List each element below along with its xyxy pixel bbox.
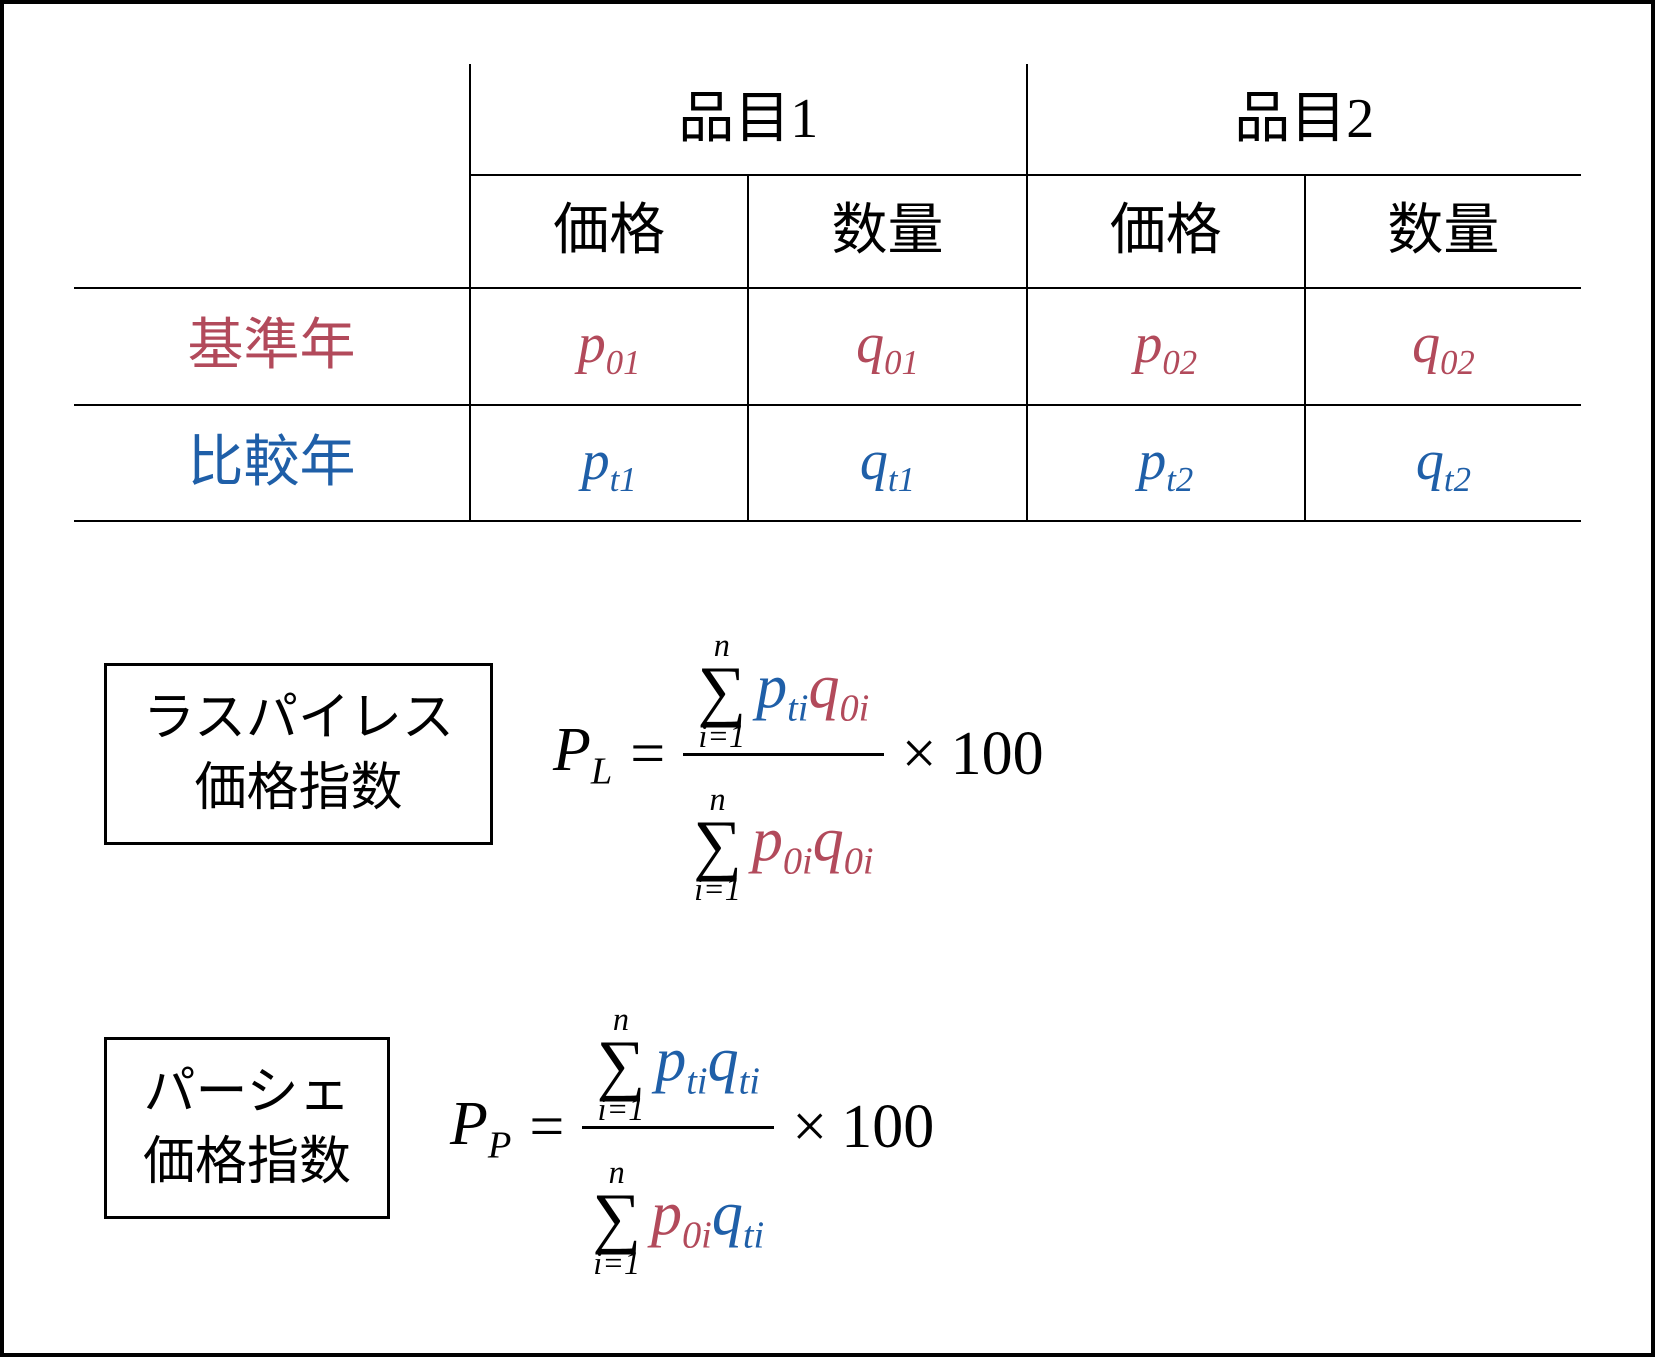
formula-label-line2: 価格指数	[143, 754, 454, 824]
table-row-compare-year: 比較年 pt1 qt1 pt2 qt2	[74, 405, 1581, 522]
formula-label-line1: ラスパイレス	[143, 684, 454, 754]
summation: n ∑ i=1 ptiqti	[597, 1005, 760, 1124]
formula-term: qti	[708, 1026, 760, 1094]
multiply-sign: ×	[792, 1092, 827, 1163]
cell-q02: q02	[1305, 288, 1581, 405]
formula-label-line2: 価格指数	[143, 1128, 351, 1198]
sigma-icon: n ∑ i=1	[592, 1158, 641, 1277]
formula-term: pti	[655, 1026, 707, 1094]
formula-expression: PL = n ∑ i=1 ptiq0i n ∑ i=1 p0iq0i × 100	[553, 602, 1044, 906]
formula-term: p0i	[752, 806, 813, 874]
formula-label-box: パーシェ 価格指数	[104, 1037, 390, 1219]
fraction-numerator: n ∑ i=1 ptiq0i	[687, 602, 879, 752]
formula-expression: PP = n ∑ i=1 ptiqti n ∑ i=1 p0iqti × 100	[450, 976, 934, 1280]
constant-100: 100	[951, 719, 1044, 790]
formula-lhs: PP	[450, 1089, 511, 1167]
cell-q01: q01	[748, 288, 1026, 405]
equals-sign: =	[529, 1092, 564, 1163]
fraction: n ∑ i=1 ptiqti n ∑ i=1 p0iqti	[582, 976, 774, 1280]
cell-qt2: qt2	[1305, 405, 1581, 522]
multiply-sign: ×	[902, 719, 937, 790]
cell-p01: p01	[470, 288, 748, 405]
cell-pt2: pt2	[1027, 405, 1305, 522]
formula-lhs: PL	[553, 715, 612, 793]
table-subheader-qty1: 数量	[748, 175, 1026, 287]
formula-label-box: ラスパイレス 価格指数	[104, 663, 493, 845]
formula-term: q0i	[813, 806, 874, 874]
table-subheader-qty2: 数量	[1305, 175, 1581, 287]
sigma-icon: n ∑ i=1	[697, 631, 746, 750]
table-header-row-1: 品目1 品目2	[74, 64, 1581, 175]
formula-term: qti	[712, 1180, 764, 1248]
formula-term: q0i	[808, 653, 869, 721]
equals-sign: =	[630, 719, 665, 790]
summation: n ∑ i=1 p0iq0i	[693, 785, 873, 904]
formula-row: ラスパイレス 価格指数 PL = n ∑ i=1 ptiq0i n ∑ i=1 …	[104, 602, 1581, 906]
fraction-denominator: n ∑ i=1 p0iqti	[582, 1129, 774, 1279]
cell-qt1: qt1	[748, 405, 1026, 522]
formula-term: p0i	[651, 1180, 712, 1248]
document-frame: 品目1 品目2 価格 数量 価格 数量 基準年 p01 q01 p02 q02 …	[0, 0, 1655, 1357]
fraction-numerator: n ∑ i=1 ptiqti	[587, 976, 770, 1126]
fraction: n ∑ i=1 ptiq0i n ∑ i=1 p0iq0i	[683, 602, 883, 906]
table-header-item2: 品目2	[1027, 64, 1581, 175]
table-row-base-year: 基準年 p01 q01 p02 q02	[74, 288, 1581, 405]
cell-pt1: pt1	[470, 405, 748, 522]
table-subheader-price2: 価格	[1027, 175, 1305, 287]
summation: n ∑ i=1 ptiq0i	[697, 631, 869, 750]
row-label-base-year: 基準年	[74, 288, 470, 405]
summation: n ∑ i=1 p0iqti	[592, 1158, 764, 1277]
fraction-denominator: n ∑ i=1 p0iq0i	[683, 756, 883, 906]
cell-p02: p02	[1027, 288, 1305, 405]
sigma-icon: n ∑ i=1	[597, 1005, 646, 1124]
formula-term: pti	[756, 653, 808, 721]
formula-label-line1: パーシェ	[143, 1058, 351, 1128]
price-index-table: 品目1 品目2 価格 数量 価格 数量 基準年 p01 q01 p02 q02 …	[74, 64, 1581, 522]
formulas-container: ラスパイレス 価格指数 PL = n ∑ i=1 ptiq0i n ∑ i=1 …	[74, 602, 1581, 1280]
table-corner-cell	[74, 64, 470, 288]
table-subheader-price1: 価格	[470, 175, 748, 287]
formula-row: パーシェ 価格指数 PP = n ∑ i=1 ptiqti n ∑ i=1 p0…	[104, 976, 1581, 1280]
constant-100: 100	[841, 1092, 934, 1163]
table-header-item1: 品目1	[470, 64, 1027, 175]
row-label-compare-year: 比較年	[74, 405, 470, 522]
sigma-icon: n ∑ i=1	[693, 785, 742, 904]
